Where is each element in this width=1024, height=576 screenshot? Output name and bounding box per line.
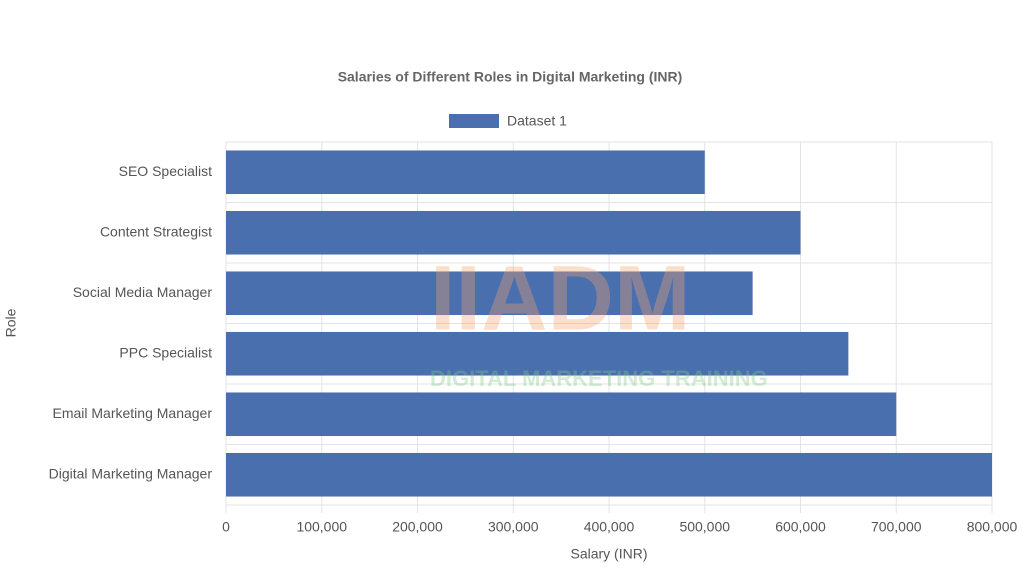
y-tick-label: Digital Marketing Manager (49, 465, 213, 481)
x-tick-label: 700,000 (871, 519, 922, 535)
bar (226, 210, 801, 255)
bar (226, 452, 992, 497)
bar (226, 331, 849, 376)
bar (226, 150, 705, 195)
x-tick-label: 800,000 (967, 519, 1018, 535)
y-tick-label: SEO Specialist (119, 163, 212, 179)
y-tick-label: Social Media Manager (73, 284, 213, 300)
y-axis-title: Role (3, 308, 19, 337)
watermark: IIADM DIGITAL MARKETING TRAINING (430, 247, 768, 391)
x-axis-title: Salary (INR) (570, 546, 647, 562)
y-tick-label: Content Strategist (100, 223, 212, 239)
bar (226, 392, 897, 437)
x-tick-label: 200,000 (392, 519, 443, 535)
watermark-subtitle: DIGITAL MARKETING TRAINING (430, 366, 768, 391)
x-tick-label: 600,000 (775, 519, 826, 535)
x-tick-label: 300,000 (488, 519, 539, 535)
y-tick-label: PPC Specialist (119, 344, 212, 360)
legend-swatch (449, 114, 499, 128)
x-tick-label: 100,000 (296, 519, 347, 535)
chart-title: Salaries of Different Roles in Digital M… (338, 69, 683, 85)
x-tick-label: 500,000 (679, 519, 730, 535)
watermark-title: IIADM (430, 247, 691, 349)
y-tick-label: Email Marketing Manager (52, 405, 212, 421)
bar (226, 271, 753, 316)
x-tick-label: 400,000 (584, 519, 635, 535)
legend-label: Dataset 1 (507, 113, 567, 129)
x-tick-label: 0 (222, 519, 230, 535)
